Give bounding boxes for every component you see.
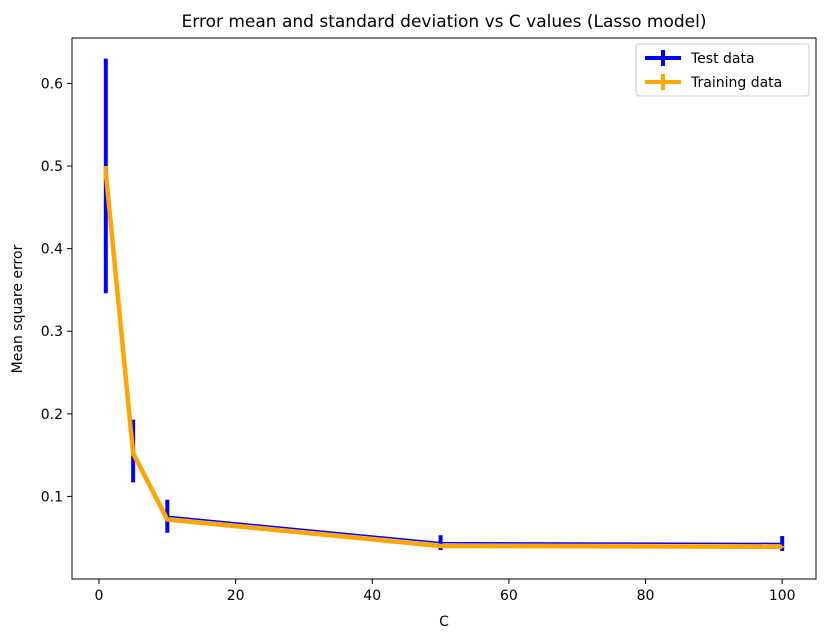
y-axis: 0.1 0.2 0.3 0.4 0.5 0.6 (41, 76, 72, 505)
legend-item: Training data (645, 74, 782, 91)
x-axis-label: C (439, 614, 449, 630)
series-training-data (103, 166, 785, 550)
legend-label: Test data (690, 51, 755, 67)
chart-title: Error mean and standard deviation vs C v… (182, 12, 707, 32)
x-tick-label: 80 (637, 588, 655, 604)
series-line (103, 172, 783, 550)
plot-frame (71, 37, 817, 580)
x-tick-label: 20 (227, 588, 245, 604)
legend: Test data Training data (635, 43, 810, 97)
y-tick-label: 0.1 (41, 489, 63, 505)
x-tick-label: 60 (500, 588, 518, 604)
y-tick-label: 0.4 (41, 242, 63, 258)
y-tick-label: 0.3 (41, 324, 63, 340)
legend-label: Training data (690, 75, 782, 91)
y-axis-label: Mean square error (10, 244, 26, 373)
y-tick-label: 0.2 (41, 407, 63, 423)
x-tick-label: 0 (95, 588, 104, 604)
x-axis: 0 20 40 60 80 100 (95, 579, 796, 604)
y-tick-label: 0.6 (41, 76, 63, 92)
plot-area (103, 58, 785, 551)
x-tick-label: 100 (769, 588, 796, 604)
legend-item: Test data (645, 50, 755, 67)
x-tick-label: 40 (363, 588, 381, 604)
y-tick-label: 0.5 (41, 159, 63, 175)
